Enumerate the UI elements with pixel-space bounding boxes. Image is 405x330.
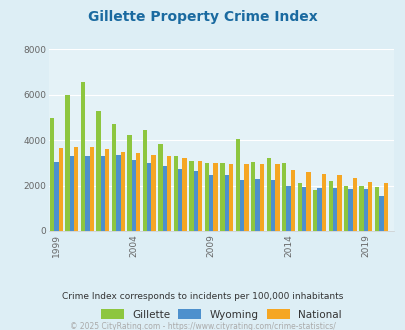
- Bar: [251, 162, 255, 231]
- Bar: [173, 156, 178, 231]
- Bar: [116, 155, 120, 231]
- Bar: [178, 169, 182, 231]
- Bar: [189, 161, 193, 231]
- Bar: [112, 124, 116, 231]
- Bar: [352, 178, 356, 231]
- Bar: [290, 170, 294, 231]
- Bar: [96, 111, 100, 231]
- Bar: [259, 164, 264, 231]
- Bar: [312, 190, 317, 231]
- Bar: [85, 156, 90, 231]
- Bar: [197, 161, 202, 231]
- Bar: [332, 188, 336, 231]
- Bar: [336, 176, 341, 231]
- Bar: [162, 166, 166, 231]
- Bar: [305, 172, 310, 231]
- Bar: [182, 158, 186, 231]
- Bar: [367, 182, 371, 231]
- Bar: [343, 185, 347, 231]
- Text: © 2025 CityRating.com - https://www.cityrating.com/crime-statistics/: © 2025 CityRating.com - https://www.city…: [70, 322, 335, 330]
- Bar: [286, 185, 290, 231]
- Bar: [81, 82, 85, 231]
- Bar: [166, 156, 171, 231]
- Bar: [70, 156, 74, 231]
- Bar: [297, 183, 301, 231]
- Bar: [358, 185, 363, 231]
- Bar: [239, 180, 244, 231]
- Bar: [328, 181, 332, 231]
- Bar: [65, 95, 70, 231]
- Bar: [255, 179, 259, 231]
- Bar: [74, 147, 78, 231]
- Bar: [317, 188, 321, 231]
- Bar: [270, 180, 275, 231]
- Bar: [383, 183, 387, 231]
- Bar: [151, 155, 156, 231]
- Bar: [193, 171, 197, 231]
- Bar: [228, 164, 232, 231]
- Bar: [374, 187, 378, 231]
- Bar: [120, 151, 125, 231]
- Bar: [147, 163, 151, 231]
- Text: Crime Index corresponds to incidents per 100,000 inhabitants: Crime Index corresponds to incidents per…: [62, 292, 343, 301]
- Bar: [100, 156, 105, 231]
- Bar: [50, 117, 54, 231]
- Bar: [378, 196, 383, 231]
- Legend: Gillette, Wyoming, National: Gillette, Wyoming, National: [96, 305, 345, 324]
- Bar: [54, 162, 58, 231]
- Bar: [281, 163, 286, 231]
- Bar: [301, 187, 305, 231]
- Bar: [220, 163, 224, 231]
- Bar: [136, 153, 140, 231]
- Bar: [224, 176, 228, 231]
- Bar: [213, 163, 217, 231]
- Bar: [58, 148, 63, 231]
- Bar: [105, 149, 109, 231]
- Bar: [90, 147, 94, 231]
- Bar: [204, 163, 209, 231]
- Bar: [363, 189, 367, 231]
- Bar: [266, 158, 270, 231]
- Bar: [235, 139, 239, 231]
- Bar: [321, 174, 325, 231]
- Bar: [131, 159, 136, 231]
- Bar: [209, 176, 213, 231]
- Bar: [127, 135, 131, 231]
- Bar: [143, 130, 147, 231]
- Bar: [347, 189, 352, 231]
- Bar: [158, 144, 162, 231]
- Bar: [275, 164, 279, 231]
- Text: Gillette Property Crime Index: Gillette Property Crime Index: [88, 10, 317, 24]
- Bar: [244, 164, 248, 231]
